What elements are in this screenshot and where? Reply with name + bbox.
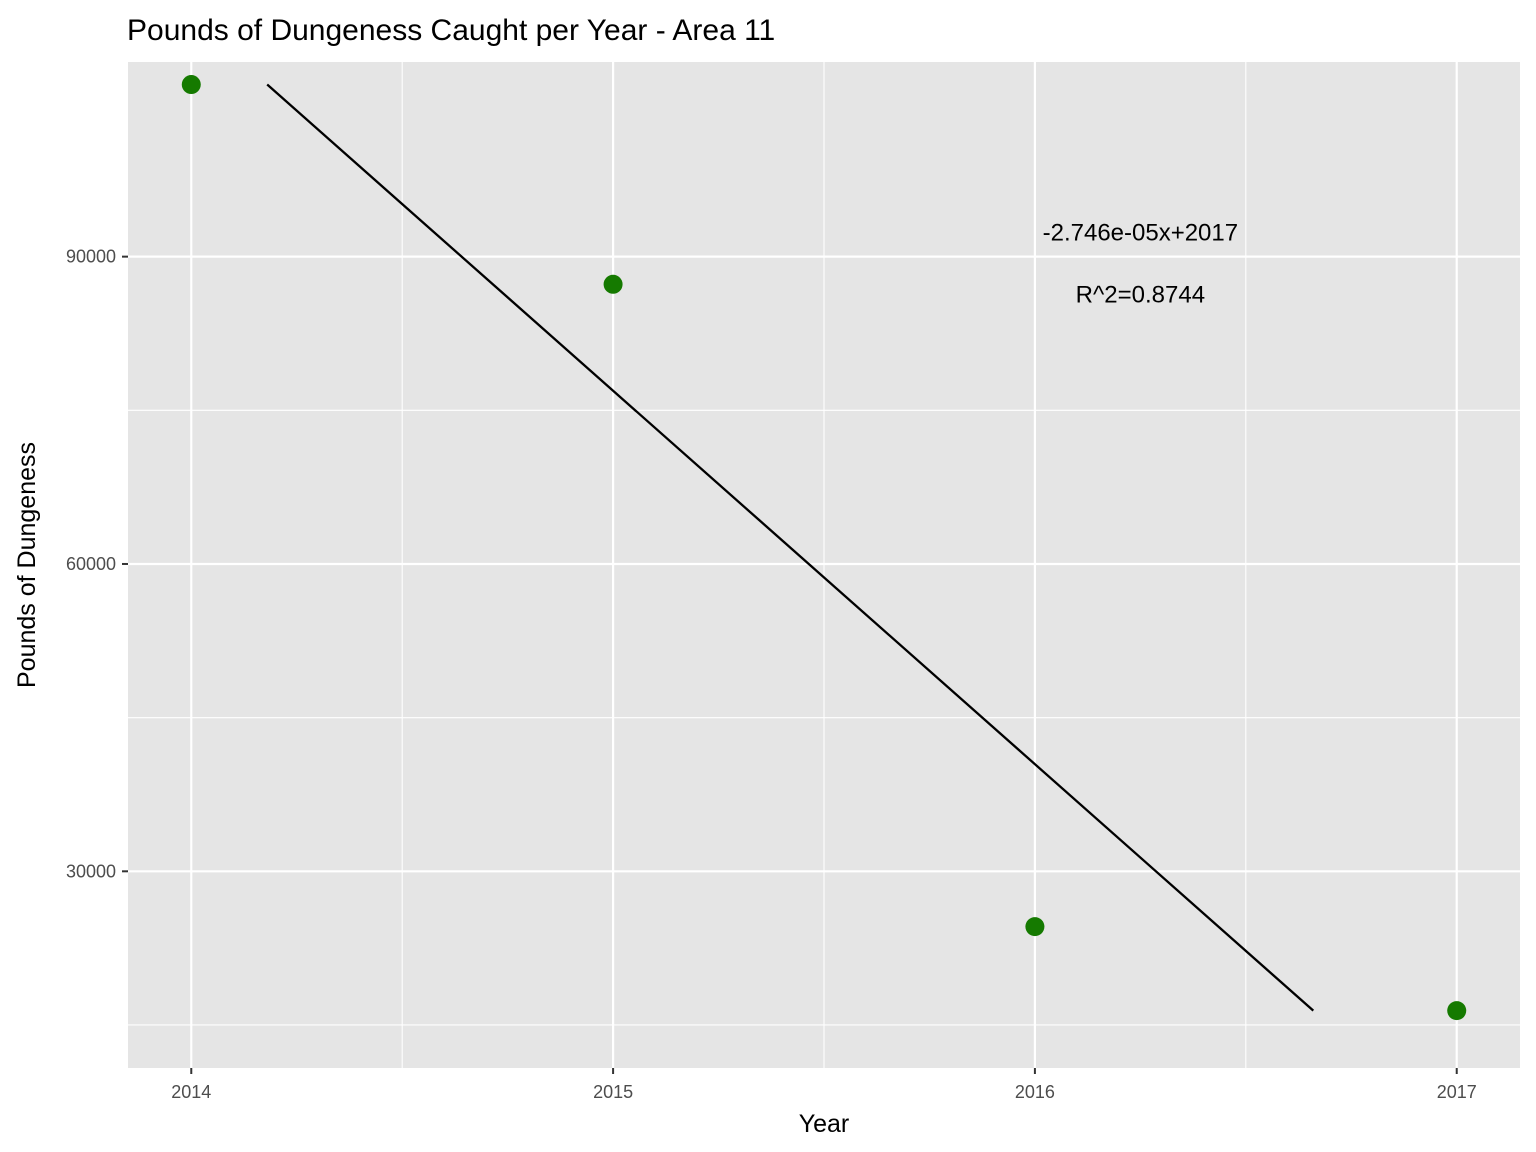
y-axis-title: Pounds of Dungeness [13,442,41,688]
data-point [603,274,623,294]
trendline-group [266,83,1315,1012]
annotation-text: R^2=0.8744 [1076,282,1205,309]
x-tick-label: 2017 [1437,1082,1477,1102]
axis-ticks [122,255,1458,1074]
x-tick-label: 2015 [593,1082,633,1102]
data-point [181,75,201,95]
annotations: -2.746e-05x+2017 R^2=0.8744 [1043,219,1239,308]
x-tick-label: 2014 [171,1082,211,1102]
x-axis-title: Year [799,1110,850,1138]
tick-labels: 2014 2015 2016 2017 30000 60000 90000 [66,247,1477,1102]
chart-title: Pounds of Dungeness Caught per Year - Ar… [127,14,775,47]
trendline [266,83,1315,1012]
annotation-text: -2.746e-05x+2017 [1043,219,1239,246]
x-tick-label: 2016 [1015,1082,1055,1102]
data-point [1025,917,1045,937]
y-tick-label: 60000 [66,554,116,574]
data-point [1447,1001,1467,1021]
major-gridlines [128,62,1520,1068]
y-tick-label: 90000 [66,247,116,267]
y-tick-label: 30000 [66,861,116,881]
data-points [181,75,1467,1021]
